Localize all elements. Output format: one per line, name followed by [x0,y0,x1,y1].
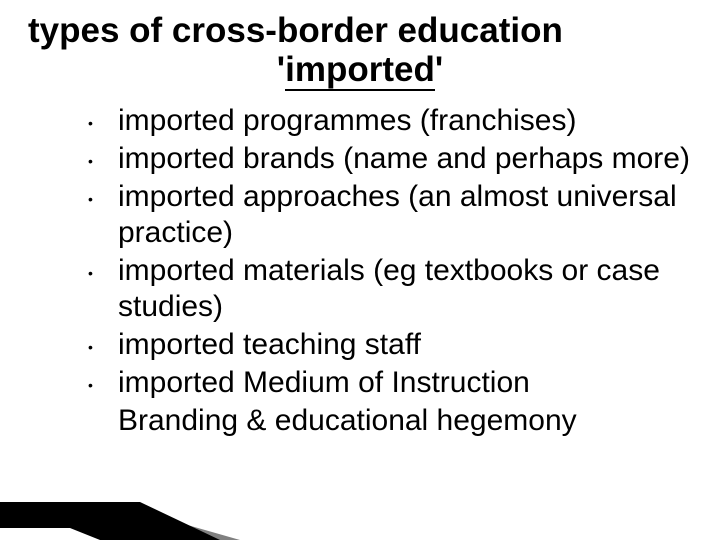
title-line-2: 'imported' [18,51,702,90]
title-quote-close: ' [435,50,443,89]
bullet-text: imported approaches (an almost universal… [118,179,694,251]
bullet-marker: • [88,103,118,131]
bullet-text: imported materials (eg textbooks or case… [118,253,694,325]
trailing-text: Branding & educational hegemony [88,403,694,439]
title-imported-word: imported [285,50,435,91]
slide-title: types of cross-border education 'importe… [18,12,702,89]
corner-decor-icon [0,490,240,540]
bullet-marker: • [88,179,118,207]
bullet-marker: • [88,365,118,393]
list-item: • imported Medium of Instruction [88,365,694,401]
bullet-marker: • [88,141,118,169]
title-quote-open: ' [277,50,285,89]
list-item: • imported programmes (franchises) [88,103,694,139]
bullet-text: imported teaching staff [118,327,421,363]
list-item: • imported materials (eg textbooks or ca… [88,253,694,325]
slide: types of cross-border education 'importe… [0,0,720,540]
list-item: • imported teaching staff [88,327,694,363]
title-line-1: types of cross-border education [18,12,702,51]
bullet-text: imported brands (name and perhaps more) [118,141,690,177]
list-item: • imported brands (name and perhaps more… [88,141,694,177]
bullet-marker: • [88,253,118,281]
slide-body: • imported programmes (franchises) • imp… [18,103,702,439]
bullet-text: imported programmes (franchises) [118,103,576,139]
bullet-marker: • [88,327,118,355]
bullet-text: imported Medium of Instruction [118,365,530,401]
list-item: • imported approaches (an almost univers… [88,179,694,251]
